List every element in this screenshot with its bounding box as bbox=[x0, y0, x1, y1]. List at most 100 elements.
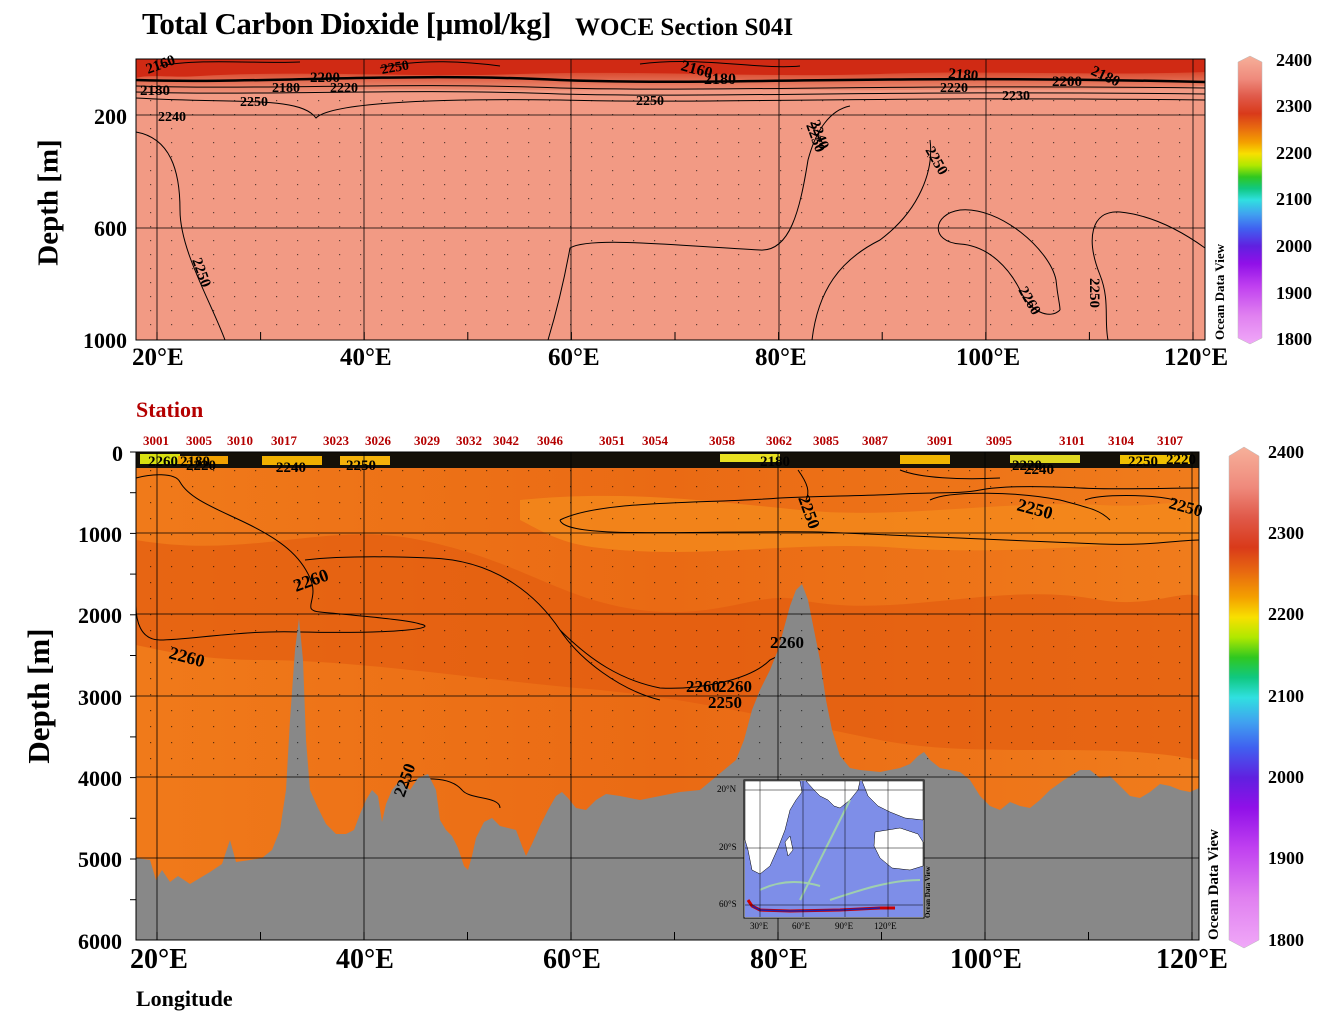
sample-dot bbox=[570, 582, 572, 584]
sample-dot bbox=[969, 774, 971, 776]
sample-dot bbox=[234, 518, 236, 520]
sample-dot bbox=[381, 742, 383, 744]
sample-dot bbox=[1158, 240, 1160, 242]
sample-dot bbox=[423, 212, 425, 214]
sample-dot bbox=[255, 198, 257, 200]
sample-dot bbox=[1095, 296, 1097, 298]
sample-dot bbox=[654, 310, 656, 312]
sample-dot bbox=[1095, 502, 1097, 504]
sample-dot bbox=[1053, 598, 1055, 600]
sample-dot bbox=[822, 142, 824, 144]
sample-dot bbox=[318, 100, 320, 102]
sample-dot bbox=[591, 114, 593, 116]
sample-dot bbox=[990, 282, 992, 284]
sample-dot bbox=[969, 662, 971, 664]
sample-dot bbox=[1032, 534, 1034, 536]
lower-gridlines bbox=[136, 452, 1199, 940]
sample-dot bbox=[612, 726, 614, 728]
sample-dot bbox=[507, 254, 509, 256]
sample-dot bbox=[675, 470, 677, 472]
sample-dot bbox=[927, 726, 929, 728]
sample-dot bbox=[927, 128, 929, 130]
sample-dot bbox=[780, 296, 782, 298]
sample-dot bbox=[444, 170, 446, 172]
sample-dot bbox=[444, 518, 446, 520]
sample-dot bbox=[759, 212, 761, 214]
sample-dot bbox=[654, 198, 656, 200]
sample-dot bbox=[549, 710, 551, 712]
sample-dot bbox=[1116, 282, 1118, 284]
station-heading: Station bbox=[136, 397, 204, 422]
sample-dot bbox=[1137, 758, 1139, 760]
sample-dot bbox=[276, 598, 278, 600]
sample-dot bbox=[549, 156, 551, 158]
sample-dot bbox=[486, 184, 488, 186]
sample-dot bbox=[192, 694, 194, 696]
sample-dot bbox=[339, 184, 341, 186]
sample-dot bbox=[612, 550, 614, 552]
sample-dot bbox=[1095, 226, 1097, 228]
sample-dot bbox=[906, 726, 908, 728]
sample-dot bbox=[906, 486, 908, 488]
sample-dot bbox=[633, 226, 635, 228]
sample-dot bbox=[1116, 774, 1118, 776]
sample-dot bbox=[738, 470, 740, 472]
sample-dot bbox=[297, 282, 299, 284]
sample-dot bbox=[549, 184, 551, 186]
sample-dot bbox=[318, 566, 320, 568]
sample-dot bbox=[318, 254, 320, 256]
sample-dot bbox=[360, 226, 362, 228]
sample-dot bbox=[570, 100, 572, 102]
sample-dot bbox=[297, 774, 299, 776]
sample-dot bbox=[1074, 470, 1076, 472]
sample-dot bbox=[444, 100, 446, 102]
sample-dot bbox=[864, 598, 866, 600]
sample-dot bbox=[822, 534, 824, 536]
sample-dot bbox=[255, 156, 257, 158]
sample-dot bbox=[507, 114, 509, 116]
sample-dot bbox=[360, 534, 362, 536]
sample-dot bbox=[276, 282, 278, 284]
upper-y-tick-600: 600 bbox=[94, 216, 127, 241]
sample-dot bbox=[1158, 470, 1160, 472]
sample-dot bbox=[717, 296, 719, 298]
sample-dot bbox=[948, 726, 950, 728]
sample-dot bbox=[843, 114, 845, 116]
contour-label: 2250 bbox=[346, 458, 376, 474]
sample-dot bbox=[276, 710, 278, 712]
sample-dot bbox=[234, 582, 236, 584]
sample-dot bbox=[1011, 758, 1013, 760]
sample-dot bbox=[318, 598, 320, 600]
sample-dot bbox=[612, 254, 614, 256]
sample-dot bbox=[885, 774, 887, 776]
sample-dot bbox=[1032, 324, 1034, 326]
sample-dot bbox=[1116, 598, 1118, 600]
sample-dot bbox=[339, 646, 341, 648]
sample-dot bbox=[549, 726, 551, 728]
sample-dot bbox=[612, 614, 614, 616]
sample-dot bbox=[591, 156, 593, 158]
sample-dot bbox=[423, 282, 425, 284]
sample-dot bbox=[171, 226, 173, 228]
sample-dot bbox=[633, 614, 635, 616]
sample-dot bbox=[801, 598, 803, 600]
sample-dot bbox=[1095, 598, 1097, 600]
sample-dot bbox=[738, 142, 740, 144]
sample-dot bbox=[969, 566, 971, 568]
sample-dot bbox=[465, 142, 467, 144]
sample-dot bbox=[381, 296, 383, 298]
sample-dot bbox=[297, 598, 299, 600]
sample-dot bbox=[633, 240, 635, 242]
station-label: 3062 bbox=[766, 433, 792, 448]
sample-dot bbox=[801, 550, 803, 552]
sample-dot bbox=[339, 324, 341, 326]
sample-dot bbox=[759, 726, 761, 728]
sample-dot bbox=[885, 470, 887, 472]
sample-dot bbox=[612, 758, 614, 760]
sample-dot bbox=[1053, 550, 1055, 552]
sample-dot bbox=[948, 502, 950, 504]
sample-dot bbox=[822, 726, 824, 728]
sample-dot bbox=[318, 630, 320, 632]
sample-dot bbox=[339, 502, 341, 504]
sample-dot bbox=[465, 518, 467, 520]
